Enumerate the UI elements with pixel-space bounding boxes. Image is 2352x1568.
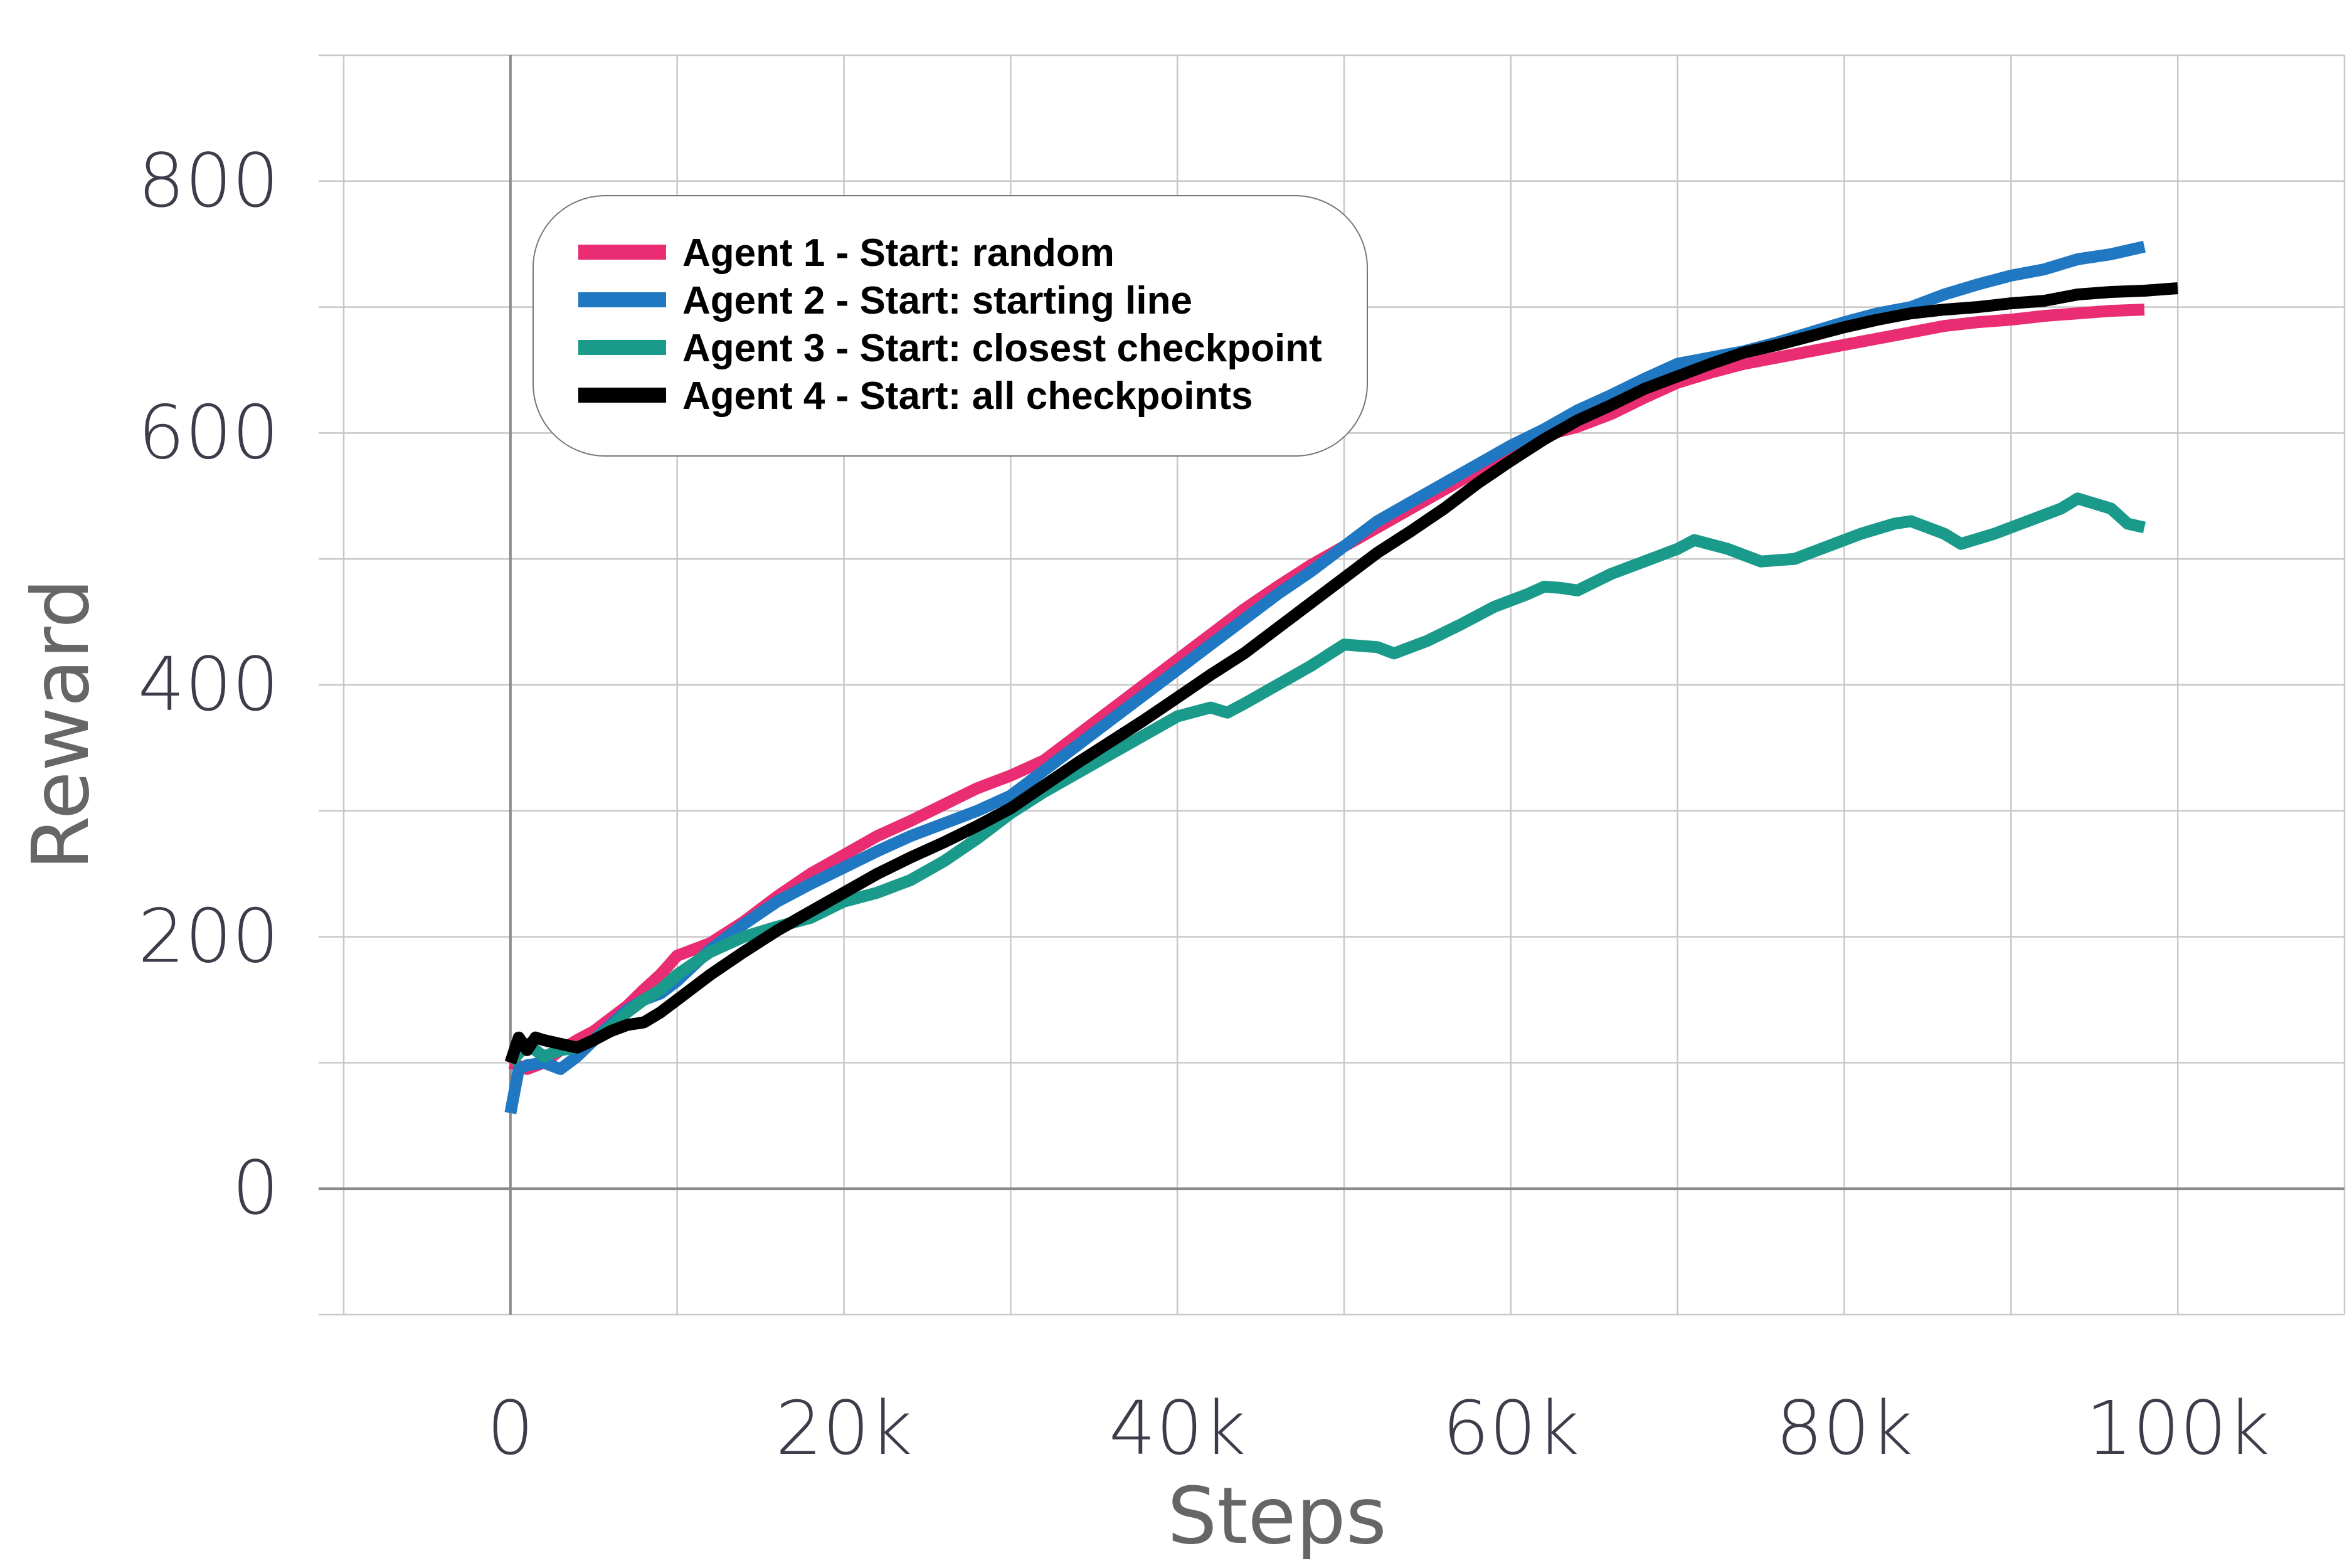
x-tick-labels: 0 20k 40k 60k 80k 100k <box>487 1385 2270 1471</box>
x-tick-label: 60k <box>1443 1385 1579 1471</box>
y-tick-labels: 0 200 400 600 800 <box>138 137 279 1231</box>
legend-label: Agent 1 - Start: random <box>682 231 1115 275</box>
x-tick-label: 20k <box>775 1385 912 1471</box>
x-tick-label: 80k <box>1776 1385 1912 1471</box>
series-lines <box>504 240 2178 1115</box>
legend-box <box>532 195 1368 457</box>
series-line <box>508 304 2145 1075</box>
legend-label: Agent 4 - Start: all checkpoints <box>682 374 1253 418</box>
series-line <box>506 492 2146 1067</box>
y-tick-label: 600 <box>138 389 279 475</box>
y-tick-label: 0 <box>232 1145 279 1231</box>
y-tick-label: 200 <box>138 893 279 980</box>
x-tick-label: 40k <box>1109 1385 1246 1471</box>
x-tick-label: 0 <box>487 1385 534 1471</box>
y-tick-label: 800 <box>138 137 279 224</box>
y-axis-title: Reward <box>16 578 107 871</box>
y-tick-label: 400 <box>138 641 279 728</box>
x-tick-label: 100k <box>2085 1385 2270 1471</box>
x-axis-title: Steps <box>1167 1471 1387 1562</box>
legend-label: Agent 3 - Start: closest checkpoint <box>682 327 1322 370</box>
series-line <box>504 282 2178 1065</box>
legend-label: Agent 2 - Start: starting line <box>682 279 1192 322</box>
